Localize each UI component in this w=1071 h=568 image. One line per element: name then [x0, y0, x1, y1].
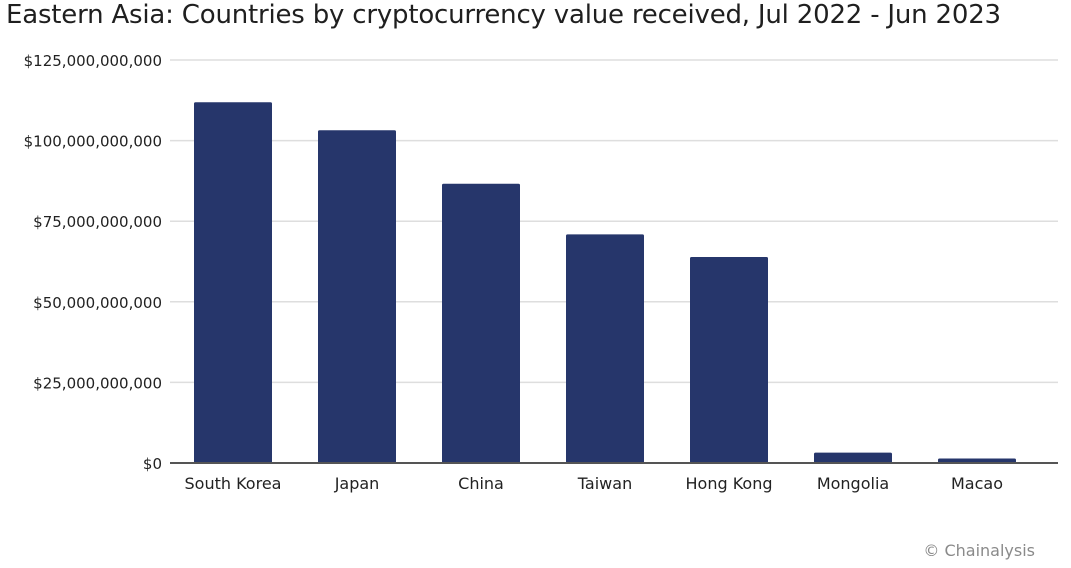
bar-china — [442, 183, 520, 463]
x-tick-label: Macao — [951, 474, 1003, 493]
bar-macao — [938, 458, 1016, 463]
bar-mongolia — [814, 452, 892, 463]
x-axis-tick-labels: South Korea Japan China Taiwan Hong Kong Mong… — [185, 474, 1003, 493]
y-tick-label: $125,000,000,000 — [24, 52, 162, 70]
y-tick-label: $100,000,000,000 — [24, 133, 162, 151]
y-tick-label: $25,000,000,000 — [33, 374, 162, 392]
y-axis-tick-labels: $0 $25,000,000,000 $50,000,000,000 $75,000,… — [24, 52, 162, 473]
x-tick-label: South Korea — [185, 474, 282, 493]
x-tick-label: Japan — [334, 474, 380, 493]
y-tick-label: $0 — [143, 455, 162, 473]
x-tick-label: Taiwan — [577, 474, 632, 493]
chart-title: Eastern Asia: Countries by cryptocurrenc… — [6, 0, 1001, 30]
bar-hong-kong — [690, 256, 768, 463]
bar-taiwan — [566, 234, 644, 463]
bars — [194, 102, 1016, 463]
x-tick-label: Mongolia — [817, 474, 889, 493]
y-tick-label: $50,000,000,000 — [33, 294, 162, 312]
source-credit: © Chainalysis — [923, 541, 1035, 560]
bar-japan — [318, 130, 396, 463]
y-tick-label: $75,000,000,000 — [33, 213, 162, 231]
x-tick-label: China — [458, 474, 504, 493]
x-tick-label: Hong Kong — [686, 474, 773, 493]
bar-south-korea — [194, 102, 272, 463]
